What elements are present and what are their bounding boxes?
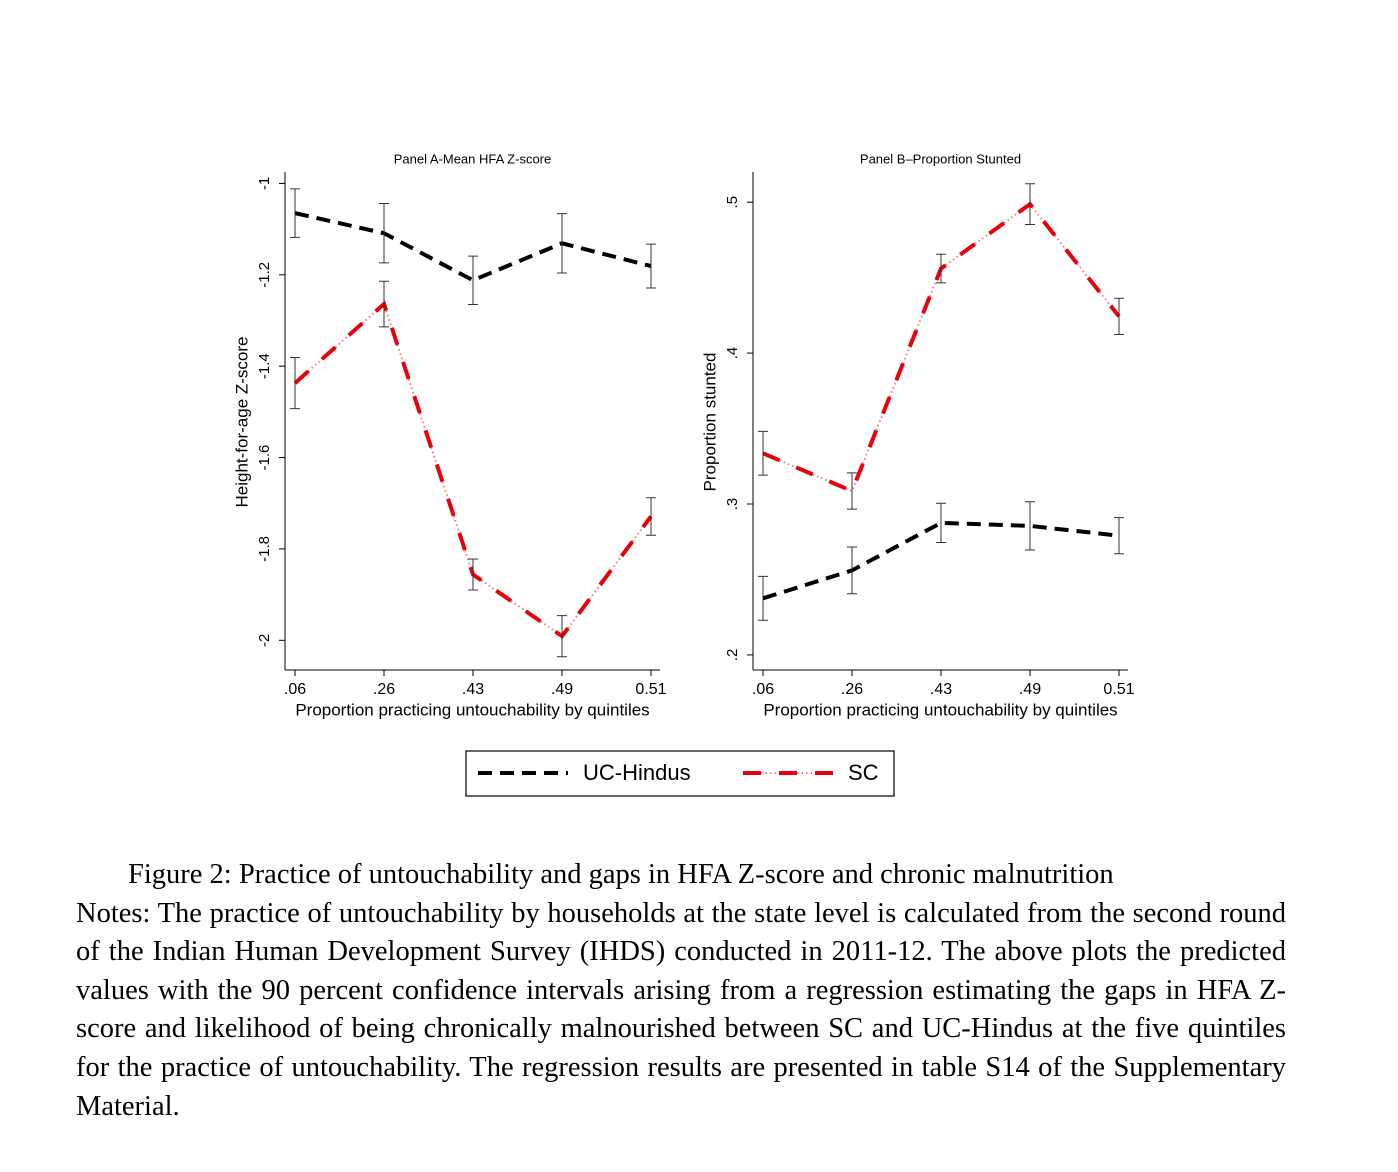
line-underlay xyxy=(762,202,1120,493)
caption-notes: Notes: The practice of untouchability by… xyxy=(76,897,1286,1122)
caption-title: Figure 2: Practice of untouchability and… xyxy=(128,859,1114,890)
error-bar xyxy=(847,472,857,510)
error-bar xyxy=(1025,183,1035,226)
y-tick-label: .3 xyxy=(724,498,741,511)
error-bar xyxy=(468,558,478,591)
x-tick-label: .43 xyxy=(930,681,952,698)
error-bar xyxy=(646,497,656,536)
legend-box xyxy=(465,750,895,797)
x-tick-label: .43 xyxy=(462,681,484,698)
line xyxy=(294,211,652,283)
y-tick-label: -1.8 xyxy=(256,536,273,562)
x-tick-label: 0.51 xyxy=(635,681,666,698)
legend-label: SC xyxy=(848,760,879,785)
error-bar xyxy=(379,280,389,328)
error-bar xyxy=(468,255,478,305)
error-bar xyxy=(758,430,768,476)
line xyxy=(762,201,1121,494)
y-axis-label: Height-for-age Z-score xyxy=(232,336,251,507)
error-bar xyxy=(1114,517,1124,555)
y-axis-label: Proportion stunted xyxy=(700,353,719,492)
error-bar xyxy=(1025,501,1035,551)
x-axis-label: Proportion practicing untouchability by … xyxy=(763,700,1117,719)
line xyxy=(762,520,1120,601)
x-axis-label: Proportion practicing untouchability by … xyxy=(295,700,649,719)
error-bar xyxy=(936,502,946,543)
x-tick-label: .06 xyxy=(752,681,774,698)
y-tick-label: .2 xyxy=(724,649,741,662)
x-tick-label: .26 xyxy=(841,681,863,698)
error-bar xyxy=(758,575,768,621)
error-bar xyxy=(557,213,567,274)
x-tick-label: 0.51 xyxy=(1103,681,1134,698)
error-bar xyxy=(936,253,946,284)
y-tick-label: -1.2 xyxy=(256,262,273,288)
x-tick-label: .49 xyxy=(1019,681,1041,698)
caption: Figure 2: Practice of untouchability and… xyxy=(76,856,1286,1126)
x-tick-label: .49 xyxy=(551,681,573,698)
y-tick-label: .4 xyxy=(724,347,741,360)
error-bar xyxy=(1114,297,1124,336)
x-tick-label: .26 xyxy=(373,681,395,698)
chart-title: Panel B–Proportion Stunted xyxy=(860,151,1021,166)
error-bar xyxy=(557,615,567,658)
y-tick-label: -2 xyxy=(256,634,273,647)
error-bar xyxy=(847,546,857,595)
error-bar xyxy=(379,203,389,264)
chart-title: Panel A-Mean HFA Z-score xyxy=(394,151,552,166)
x-tick-label: .06 xyxy=(284,681,306,698)
y-tick-label: -1.6 xyxy=(256,445,273,471)
y-tick-label: -1.4 xyxy=(256,353,273,379)
y-tick-label: -1 xyxy=(256,177,273,190)
y-tick-label: .5 xyxy=(724,196,741,209)
legend-label: UC-Hindus xyxy=(583,760,691,785)
error-bar xyxy=(646,243,656,289)
error-bar xyxy=(290,356,300,410)
error-bar xyxy=(290,188,300,238)
figure: UC-Hindus SC Panel A-Mean HFA Z-score Pro… xyxy=(232,151,1135,797)
